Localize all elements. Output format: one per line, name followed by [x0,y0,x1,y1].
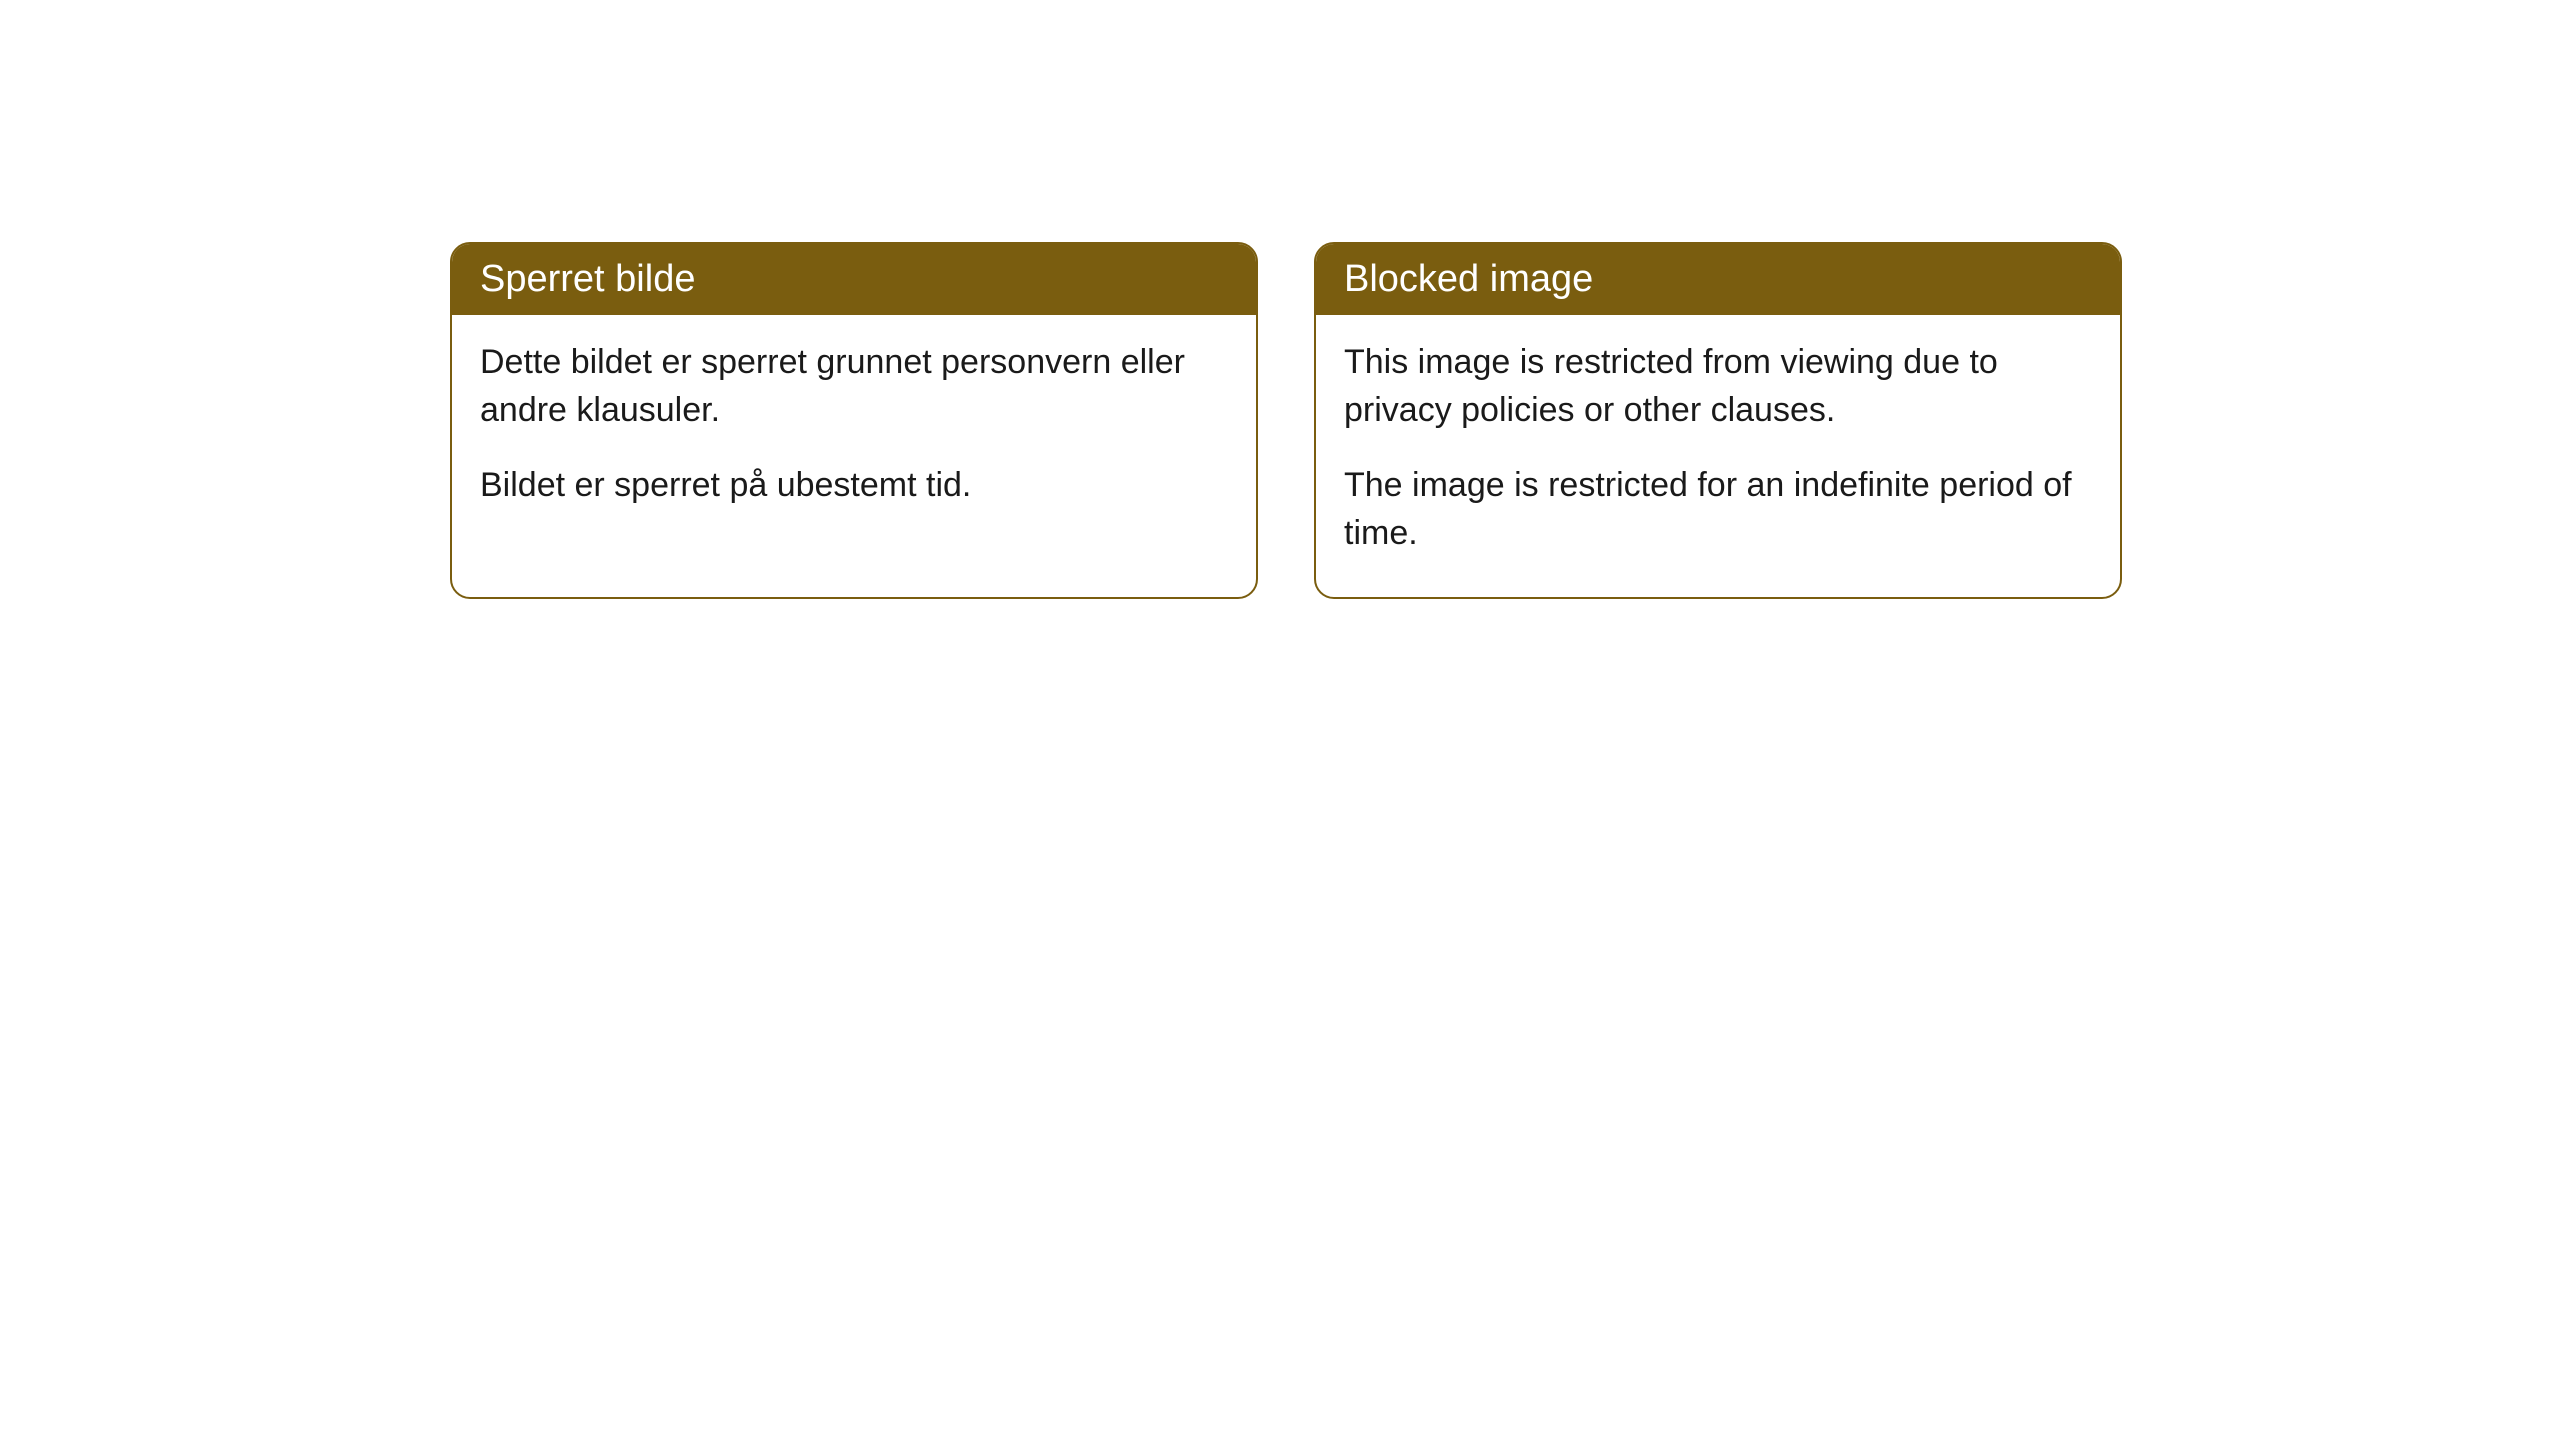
card-body-norwegian: Dette bildet er sperret grunnet personve… [452,315,1256,550]
card-title: Sperret bilde [480,258,695,300]
card-header-norwegian: Sperret bilde [452,244,1256,315]
card-norwegian: Sperret bilde Dette bildet er sperret gr… [450,242,1258,599]
card-body-english: This image is restricted from viewing du… [1316,315,2120,597]
cards-container: Sperret bilde Dette bildet er sperret gr… [450,242,2122,599]
card-paragraph: This image is restricted from viewing du… [1344,339,2092,434]
card-paragraph: The image is restricted for an indefinit… [1344,462,2092,557]
card-title: Blocked image [1344,258,1593,300]
card-header-english: Blocked image [1316,244,2120,315]
card-paragraph: Bildet er sperret på ubestemt tid. [480,462,1228,510]
card-paragraph: Dette bildet er sperret grunnet personve… [480,339,1228,434]
card-english: Blocked image This image is restricted f… [1314,242,2122,599]
